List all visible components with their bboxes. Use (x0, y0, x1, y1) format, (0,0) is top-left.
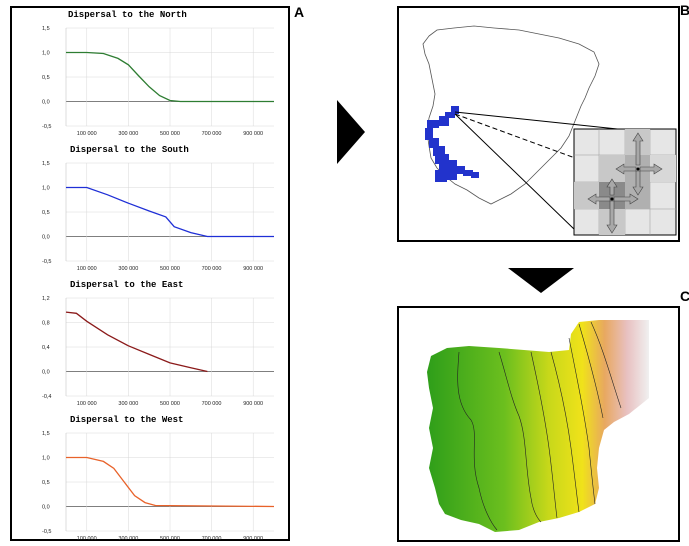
chart-title: Dispersal to the West (70, 415, 184, 425)
x-tick-label: 700 000 (202, 401, 222, 407)
panel-a-frame (10, 6, 290, 541)
x-tick-label: 500 000 (160, 401, 180, 407)
x-tick-label: 900 000 (243, 266, 263, 272)
y-tick-label: 1,5 (42, 431, 50, 437)
right-arrow-icon (337, 100, 365, 164)
panel-a-label: A (294, 4, 305, 20)
y-tick-label: 0,5 (42, 210, 50, 216)
x-tick-label: 300 000 (118, 536, 138, 542)
y-tick-label: 1,5 (42, 161, 50, 167)
x-tick-label: 300 000 (118, 131, 138, 137)
x-tick-label: 900 000 (243, 131, 263, 137)
y-tick-label: -0,5 (42, 529, 51, 535)
chart-title: Dispersal to the South (70, 145, 189, 155)
contour-lines (457, 321, 622, 531)
dispersal-chart: 1,5 1,0 0,5 0,0 -0,5 100 000 300 000 500 000 700… (42, 431, 275, 542)
x-tick-label: 500 000 (160, 536, 180, 542)
down-arrow-icon (508, 268, 574, 293)
dispersal-chart: 1,5 1,0 0,5 0,0 -0,5 100 000 300 000 500 000 700… (42, 26, 274, 137)
x-tick-label: 300 000 (118, 266, 138, 272)
x-tick-label: 100 000 (77, 131, 97, 137)
chart-title: Dispersal to the East (70, 280, 184, 290)
x-tick-label: 100 000 (77, 266, 97, 272)
panel-b-label: B (680, 2, 689, 18)
y-tick-label: 0,5 (42, 75, 50, 81)
chart-title: Dispersal to the North (68, 10, 187, 20)
x-tick-label: 100 000 (77, 536, 97, 542)
x-tick-label: 700 000 (202, 536, 222, 542)
x-tick-label: 900 000 (243, 401, 263, 407)
x-tick-label: 500 000 (160, 266, 180, 272)
neighbourhood-grid-inset (573, 128, 677, 236)
species-distribution (425, 106, 479, 182)
y-tick-label: 0,5 (42, 480, 50, 486)
zoom-line-bottom (454, 113, 576, 231)
x-tick-label: 100 000 (77, 401, 97, 407)
x-tick-label: 900 000 (243, 536, 263, 542)
y-tick-label: 0,0 (42, 370, 50, 376)
dispersal-arrows-icon (587, 132, 663, 234)
y-tick-label: 1,0 (42, 186, 50, 192)
projected-range-map (427, 320, 649, 532)
origin-cell-south (610, 197, 614, 201)
x-tick-label: 700 000 (202, 131, 222, 137)
zoom-line-top (454, 111, 628, 131)
y-tick-label: 0,0 (42, 235, 50, 241)
x-tick-label: 500 000 (160, 131, 180, 137)
iberia-outline-map (422, 25, 628, 231)
y-tick-label: 1,5 (42, 26, 50, 32)
range-surface (427, 320, 649, 532)
dispersal-chart: 1,5 1,0 0,5 0,0 -0,5 100 000 300 000 500 000 700… (42, 161, 274, 272)
y-tick-label: 0,0 (42, 100, 50, 106)
zoom-line-dashed (454, 113, 576, 159)
dispersal-series-line (65, 311, 208, 373)
y-tick-label: -0,5 (42, 259, 51, 265)
y-tick-label: -0,4 (42, 394, 51, 400)
dispersal-series-line (66, 186, 274, 238)
panel-c-label: C (680, 288, 689, 304)
y-tick-label: 0,0 (42, 505, 50, 511)
y-tick-label: 1,2 (42, 296, 50, 302)
dispersal-series-line (66, 456, 275, 508)
y-tick-label: -0,5 (42, 124, 51, 130)
dispersal-series-line (66, 51, 274, 103)
y-tick-label: 1,0 (42, 456, 50, 462)
dispersal-chart: 1,2 0,8 0,4 0,0 -0,4 100 000 300 000 500 000 700… (42, 296, 274, 407)
y-tick-label: 0,4 (42, 345, 50, 351)
y-tick-label: 0,8 (42, 321, 50, 327)
x-tick-label: 700 000 (202, 266, 222, 272)
x-tick-label: 300 000 (118, 401, 138, 407)
origin-cell-north (636, 167, 640, 171)
y-tick-label: 1,0 (42, 51, 50, 57)
iberia-outline (422, 25, 600, 205)
